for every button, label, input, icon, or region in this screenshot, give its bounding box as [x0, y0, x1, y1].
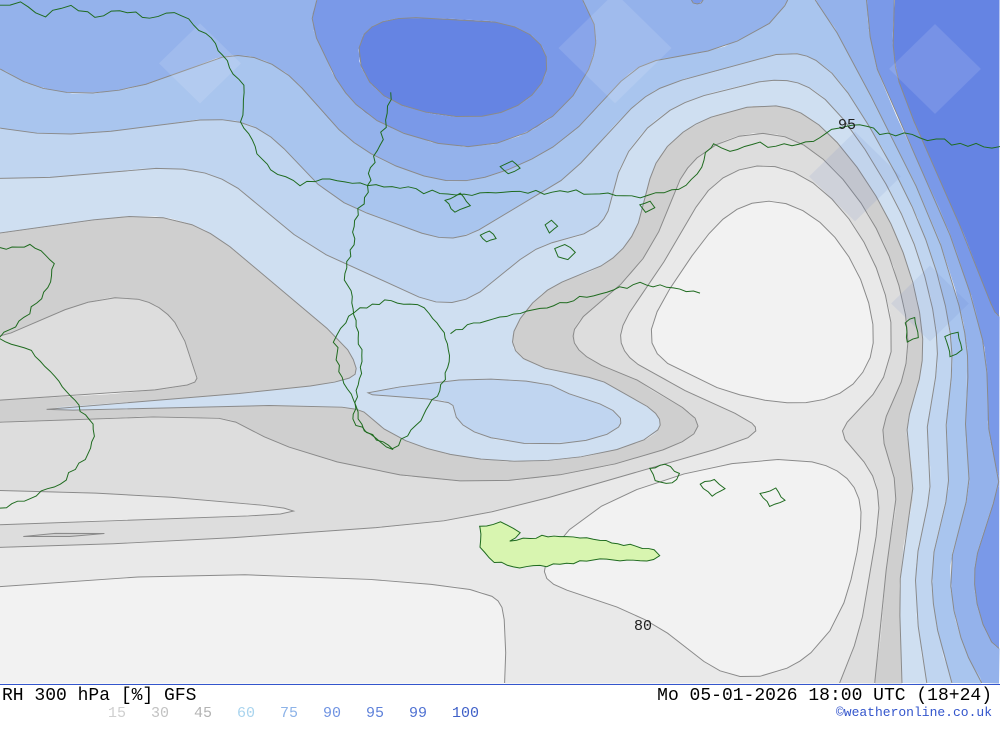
- svg-text:80: 80: [634, 619, 652, 635]
- svg-text:95: 95: [838, 118, 856, 134]
